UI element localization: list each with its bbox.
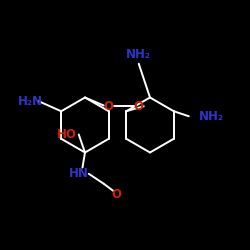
Text: H₂N: H₂N <box>18 95 42 108</box>
Text: O: O <box>111 188 121 202</box>
Text: NH₂: NH₂ <box>199 110 224 123</box>
Text: O: O <box>104 100 114 113</box>
Text: NH₂: NH₂ <box>126 48 151 62</box>
Text: HO: HO <box>56 128 76 141</box>
Text: O: O <box>134 100 144 113</box>
Text: HN: HN <box>69 167 89 180</box>
